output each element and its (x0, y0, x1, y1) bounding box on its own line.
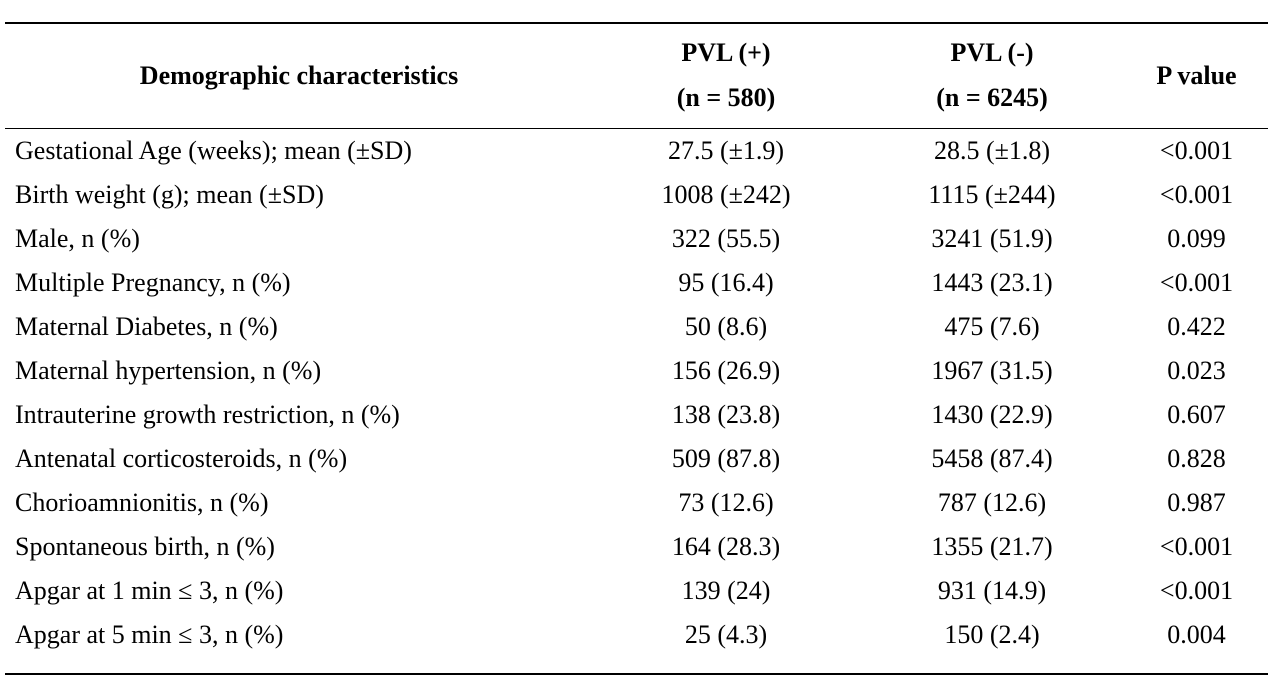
table-row: Gestational Age (weeks); mean (±SD) 27.5 … (5, 129, 1268, 174)
cell-p-value: <0.001 (1159, 268, 1234, 297)
cell-p-value: 0.828 (1167, 444, 1226, 473)
cell-pvl-negative: 5458 (87.4) (931, 444, 1053, 473)
table-row: Apgar at 1 min ≤ 3, n (%) 139 (24) 931 (14… (5, 569, 1268, 613)
cell-p-value: <0.001 (1159, 136, 1234, 165)
header-pvl-positive-count: (n = 580) (676, 83, 776, 112)
table-row: Maternal hypertension, n (%) 156 (26.9) 19… (5, 349, 1268, 393)
table-row: Antenatal corticosteroids, n (%) 509 (87.… (5, 437, 1268, 481)
table-row: Chorioamnionitis, n (%) 73 (12.6) 787 (12.… (5, 481, 1268, 525)
cell-pvl-negative: 475 (7.6) (944, 312, 1040, 341)
cell-p-value: 0.023 (1167, 356, 1226, 385)
cell-p-value: 0.099 (1167, 224, 1226, 253)
cell-p-value: 0.987 (1167, 488, 1226, 517)
row-label: Chorioamnionitis, n (%) (15, 488, 269, 517)
cell-pvl-negative: 150 (2.4) (944, 620, 1040, 649)
row-label: Antenatal corticosteroids, n (%) (15, 444, 348, 473)
row-label: Intrauterine growth restriction, n (%) (15, 400, 400, 429)
cell-pvl-negative: 1443 (23.1) (931, 268, 1053, 297)
cell-pvl-negative: 1355 (21.7) (931, 532, 1053, 561)
header-pvl-negative: PVL (-) (n = 6245) (859, 23, 1125, 129)
header-p-value: P value (1156, 60, 1237, 90)
cell-pvl-positive: 164 (28.3) (671, 532, 781, 561)
row-label: Spontaneous birth, n (%) (15, 532, 275, 561)
demographics-table: Demographic characteristics PVL (+) (n =… (5, 22, 1268, 675)
table-row: Apgar at 5 min ≤ 3, n (%) 25 (4.3) 150 (2.… (5, 613, 1268, 674)
table-row: Spontaneous birth, n (%) 164 (28.3) 1355 (… (5, 525, 1268, 569)
cell-pvl-positive: 156 (26.9) (671, 356, 781, 385)
cell-pvl-negative: 1115 (±244) (928, 180, 1056, 209)
row-label: Gestational Age (weeks); mean (±SD) (15, 136, 412, 165)
cell-pvl-positive: 27.5 (±1.9) (667, 136, 785, 165)
table-row: Intrauterine growth restriction, n (%) 13… (5, 393, 1268, 437)
cell-pvl-positive: 95 (16.4) (678, 268, 774, 297)
cell-pvl-negative: 787 (12.6) (937, 488, 1047, 517)
cell-pvl-positive: 25 (4.3) (684, 620, 768, 649)
row-label: Birth weight (g); mean (±SD) (15, 180, 324, 209)
cell-p-value: <0.001 (1159, 532, 1234, 561)
table-row: Multiple Pregnancy, n (%) 95 (16.4) 1443 (… (5, 261, 1268, 305)
row-label: Apgar at 1 min ≤ 3, n (%) (15, 576, 284, 605)
cell-pvl-positive: 322 (55.5) (671, 224, 781, 253)
cell-pvl-negative: 931 (14.9) (937, 576, 1047, 605)
row-label: Male, n (%) (15, 224, 140, 253)
cell-pvl-positive: 73 (12.6) (678, 488, 774, 517)
header-pvl-positive-label: PVL (+) (681, 38, 771, 67)
cell-pvl-positive: 139 (24) (681, 576, 771, 605)
cell-p-value: <0.001 (1159, 180, 1234, 209)
cell-pvl-positive: 1008 (±242) (661, 180, 791, 209)
row-label: Apgar at 5 min ≤ 3, n (%) (15, 620, 284, 649)
cell-p-value: 0.607 (1167, 400, 1226, 429)
row-label: Maternal hypertension, n (%) (15, 356, 322, 385)
header-row: Demographic characteristics PVL (+) (n =… (5, 23, 1268, 129)
cell-pvl-positive: 138 (23.8) (671, 400, 781, 429)
header-characteristic: Demographic characteristics (139, 60, 459, 90)
cell-p-value: <0.001 (1159, 576, 1234, 605)
row-label: Multiple Pregnancy, n (%) (15, 268, 291, 297)
table-header: Demographic characteristics PVL (+) (n =… (5, 23, 1268, 129)
row-label: Maternal Diabetes, n (%) (15, 312, 278, 341)
table-row: Birth weight (g); mean (±SD) 1008 (±242) 1… (5, 173, 1268, 217)
table-row: Male, n (%) 322 (55.5) 3241 (51.9) 0.099 (5, 217, 1268, 261)
cell-pvl-negative: 3241 (51.9) (931, 224, 1053, 253)
table-body: Gestational Age (weeks); mean (±SD) 27.5 … (5, 129, 1268, 674)
header-pvl-negative-count: (n = 6245) (936, 83, 1048, 112)
cell-pvl-positive: 509 (87.8) (671, 444, 781, 473)
header-pvl-positive: PVL (+) (n = 580) (593, 23, 859, 129)
cell-pvl-negative: 28.5 (±1.8) (933, 136, 1051, 165)
cell-p-value: 0.422 (1167, 312, 1226, 341)
cell-p-value: 0.004 (1167, 620, 1226, 649)
cell-pvl-negative: 1967 (31.5) (931, 356, 1053, 385)
demographics-table-container: Demographic characteristics PVL (+) (n =… (5, 22, 1268, 675)
cell-pvl-positive: 50 (8.6) (684, 312, 768, 341)
cell-pvl-negative: 1430 (22.9) (931, 400, 1053, 429)
header-pvl-negative-label: PVL (-) (950, 38, 1034, 67)
table-row: Maternal Diabetes, n (%) 50 (8.6) 475 (7.6… (5, 305, 1268, 349)
